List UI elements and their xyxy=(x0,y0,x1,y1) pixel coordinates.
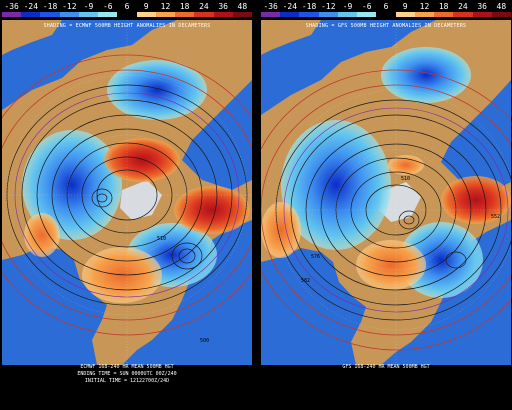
negative-anomaly-west xyxy=(281,120,391,250)
lat-lon-grid xyxy=(261,20,511,365)
colorbar-swatch xyxy=(98,12,118,17)
colorbar-tick-label: 6 xyxy=(383,2,389,11)
colorbar-swatch xyxy=(337,12,358,17)
ecmwf-panel: -36 -24 -18 -12 -9 -6 6 9 12 18 24 36 48 xyxy=(2,0,253,410)
colorbar-swatch xyxy=(491,12,512,17)
colorbar-tick-label: -6 xyxy=(361,2,372,11)
contour-label: 500 xyxy=(200,338,209,344)
positive-anomaly-east xyxy=(174,186,250,234)
footer-line-3: INITIAL TIME = 12122700Z/24D xyxy=(84,378,170,384)
colorbar-tick-label: 18 xyxy=(438,2,449,11)
positive-anomaly-west xyxy=(24,213,60,257)
colorbar-swatch xyxy=(453,12,473,17)
footer-line-2: ENDING TIME = SUN 0000UTC 00Z/240 xyxy=(77,371,177,377)
contour-label: 552 xyxy=(491,214,500,220)
colorbar-swatch xyxy=(357,12,377,17)
positive-anomaly-south xyxy=(356,240,426,290)
positive-anomaly-west xyxy=(261,202,301,258)
colorbar-tick-label: -9 xyxy=(83,2,94,11)
colorbar-swatch xyxy=(261,12,281,17)
contour-label: 576 xyxy=(311,254,320,260)
colorbar-swatches xyxy=(261,12,512,17)
colorbar-tick-label: 12 xyxy=(160,2,171,11)
colorbar-tick-label: 6 xyxy=(124,2,130,11)
landmass-europe xyxy=(2,20,62,55)
footer-line-1: ECMWF 168-240 HR MEAN 500MB HGT xyxy=(80,364,174,370)
footer-line-1: GFS 168-240 HR MEAN 500MB HGT xyxy=(342,364,430,370)
colorbar-swatch xyxy=(472,12,492,17)
colorbar-swatch xyxy=(2,12,22,17)
colorbar-swatches xyxy=(2,12,253,17)
colorbar-swatch xyxy=(376,12,396,17)
landmass-europe xyxy=(261,20,321,55)
colorbar-tick-label: 48 xyxy=(237,2,248,11)
contour-label: 510 xyxy=(401,176,410,182)
colorbar-swatch xyxy=(175,12,195,17)
colorbar-swatch xyxy=(155,12,176,17)
gfs-hemisphere-map: 510 576 582 552 xyxy=(261,20,511,365)
colorbar-tick-label: -18 xyxy=(301,2,317,11)
colorbar-tick-label: 9 xyxy=(402,2,408,11)
colorbar-tick-label: -36 xyxy=(263,2,278,11)
ecmwf-hemisphere-map: 500 510 xyxy=(2,20,252,365)
colorbar-swatch xyxy=(59,12,79,17)
contour-label: 582 xyxy=(301,278,310,284)
colorbar-swatch xyxy=(78,12,99,17)
colorbar-swatch xyxy=(40,12,60,17)
colorbar-swatch xyxy=(136,12,156,17)
colorbar-tick-label: -24 xyxy=(23,2,39,11)
colorbar-swatch xyxy=(434,12,454,17)
colorbar-swatch xyxy=(414,12,435,17)
colorbar-tick-label: 48 xyxy=(496,2,507,11)
positive-anomaly-east xyxy=(441,176,511,224)
colorbar-swatch xyxy=(395,12,415,17)
colorbar-tick-label: -9 xyxy=(342,2,353,11)
colorbar-swatch xyxy=(194,12,214,17)
lat-lon-grid xyxy=(2,20,252,365)
contour-label: 510 xyxy=(157,236,166,242)
map-subtitle: SHADING = GFS 500MB HEIGHT ANOMALIES IN … xyxy=(305,23,467,29)
negative-anomaly-north xyxy=(381,47,471,103)
colorbar-tick-label: -24 xyxy=(282,2,298,11)
colorbar-tick-label: -12 xyxy=(62,2,77,11)
colorbar-swatch xyxy=(213,12,233,17)
colorbar-tick-label: -6 xyxy=(102,2,113,11)
colorbar-tick-labels: -36 -24 -18 -12 -9 -6 6 9 12 18 24 36 48 xyxy=(2,2,252,11)
colorbar-tick-label: -12 xyxy=(321,2,336,11)
negative-anomaly-east xyxy=(399,222,483,298)
panel-divider xyxy=(254,0,258,410)
colorbar-tick-label: 24 xyxy=(458,2,468,11)
colorbar-tick-label: -18 xyxy=(42,2,58,11)
colorbar-tick-label: 24 xyxy=(199,2,209,11)
gfs-panel: -36 -24 -18 -12 -9 -6 6 9 12 18 24 36 48 xyxy=(261,0,512,410)
colorbar-swatch xyxy=(280,12,300,17)
colorbar-swatch xyxy=(21,12,41,17)
colorbar-tick-label: -36 xyxy=(4,2,19,11)
negative-anomaly-west xyxy=(22,130,122,240)
colorbar-swatch xyxy=(232,12,253,17)
colorbar-swatch xyxy=(299,12,319,17)
positive-anomaly-center xyxy=(388,155,424,175)
colorbar-tick-label: 18 xyxy=(179,2,190,11)
map-subtitle: SHADING = ECMWF 500MB HEIGHT ANOMALIES I… xyxy=(43,23,211,29)
colorbar-tick-labels: -36 -24 -18 -12 -9 -6 6 9 12 18 24 36 48 xyxy=(261,2,511,11)
colorbar-left: -36 -24 -18 -12 -9 -6 6 9 12 18 24 36 48 xyxy=(2,0,253,18)
colorbar-tick-label: 9 xyxy=(143,2,149,11)
colorbar-tick-label: 12 xyxy=(419,2,430,11)
colorbar-swatch xyxy=(117,12,137,17)
colorbar-right: -36 -24 -18 -12 -9 -6 6 9 12 18 24 36 48 xyxy=(261,0,512,18)
colorbar-tick-label: 36 xyxy=(477,2,487,11)
positive-anomaly-center xyxy=(104,138,180,182)
colorbar-swatch xyxy=(318,12,338,17)
colorbar-tick-label: 36 xyxy=(218,2,228,11)
